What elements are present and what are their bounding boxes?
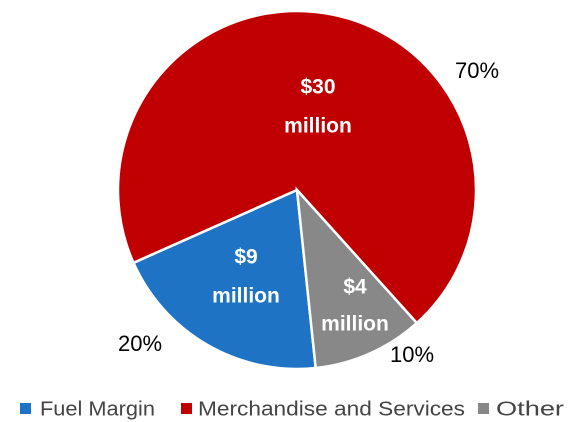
inner-label: $30 — [300, 76, 335, 99]
pie-slice — [131, 188, 318, 371]
inner-label: million — [212, 285, 280, 308]
value-label: 10% — [390, 342, 434, 367]
legend-swatch — [478, 403, 489, 414]
value-label: 20% — [118, 331, 162, 356]
legend-label: Fuel Margin — [40, 398, 155, 420]
inner-label: $9 — [234, 246, 257, 269]
legend-swatch — [20, 403, 31, 414]
legend-label: Other — [496, 398, 564, 420]
legend-label: Merchandise and Services — [198, 398, 465, 420]
inner-label: $4 — [343, 276, 367, 299]
inner-label: million — [321, 313, 389, 336]
pie-slice — [116, 9, 478, 325]
pie-slice — [295, 186, 419, 370]
inner-label: million — [284, 115, 352, 138]
legend-swatch — [181, 403, 192, 414]
value-label: 70% — [455, 58, 499, 83]
